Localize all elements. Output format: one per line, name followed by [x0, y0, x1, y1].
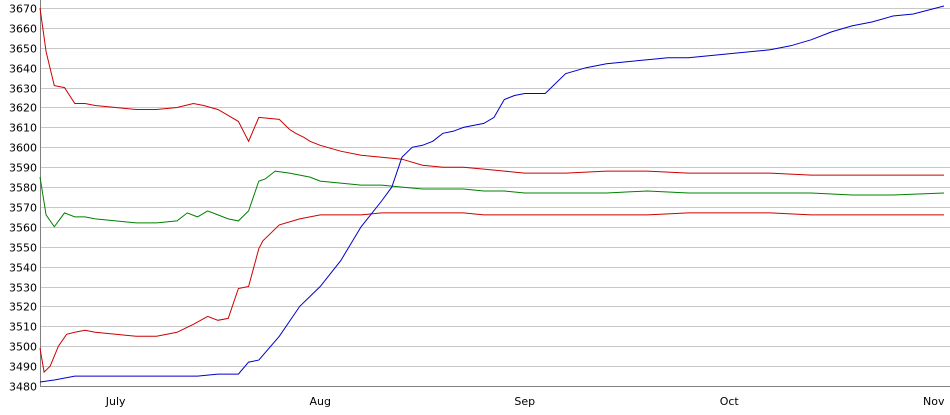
y-tick-label: 3500 [9, 341, 37, 354]
y-tick-label: 3630 [9, 83, 37, 96]
y-tick-label: 3670 [9, 3, 37, 16]
y-tick-label: 3610 [9, 122, 37, 135]
y-tick-label: 3490 [9, 361, 37, 374]
series-lines [39, 5, 945, 383]
x-axis-tick-labels: July Aug Sep Oct Nov [105, 395, 945, 408]
x-tick-label: Oct [720, 395, 740, 408]
series-line-1 [39, 7, 944, 176]
y-tick-label: 3560 [9, 222, 37, 235]
x-tick-label: Nov [923, 395, 945, 408]
y-tick-label: 3510 [9, 321, 37, 334]
series-line-2 [39, 170, 945, 228]
gridlines [40, 8, 950, 387]
y-tick-label: 3550 [9, 242, 37, 255]
y-tick-label: 3570 [9, 202, 37, 215]
y-tick-label: 3600 [9, 142, 37, 155]
x-tick-label: Aug [309, 395, 330, 408]
y-tick-label: 3640 [9, 63, 37, 76]
y-tick-label: 3620 [9, 102, 37, 115]
y-tick-label: 3580 [9, 182, 37, 195]
y-tick-label: 3480 [9, 381, 37, 394]
y-tick-label: 3530 [9, 282, 37, 295]
y-tick-label: 3650 [9, 43, 37, 56]
y-tick-label: 3660 [9, 23, 37, 36]
y-tick-label: 3540 [9, 262, 37, 275]
y-tick-label: 3590 [9, 162, 37, 175]
series-line-4 [39, 5, 945, 383]
y-tick-label: 3520 [9, 301, 37, 314]
x-tick-label: July [105, 395, 126, 408]
x-tick-label: Sep [514, 395, 535, 408]
axes [40, 0, 950, 387]
y-axis-tick-labels: 3480 3490 3500 3510 3520 3530 3540 3550 3560 3570… [9, 3, 37, 394]
series-line-3 [39, 212, 944, 374]
